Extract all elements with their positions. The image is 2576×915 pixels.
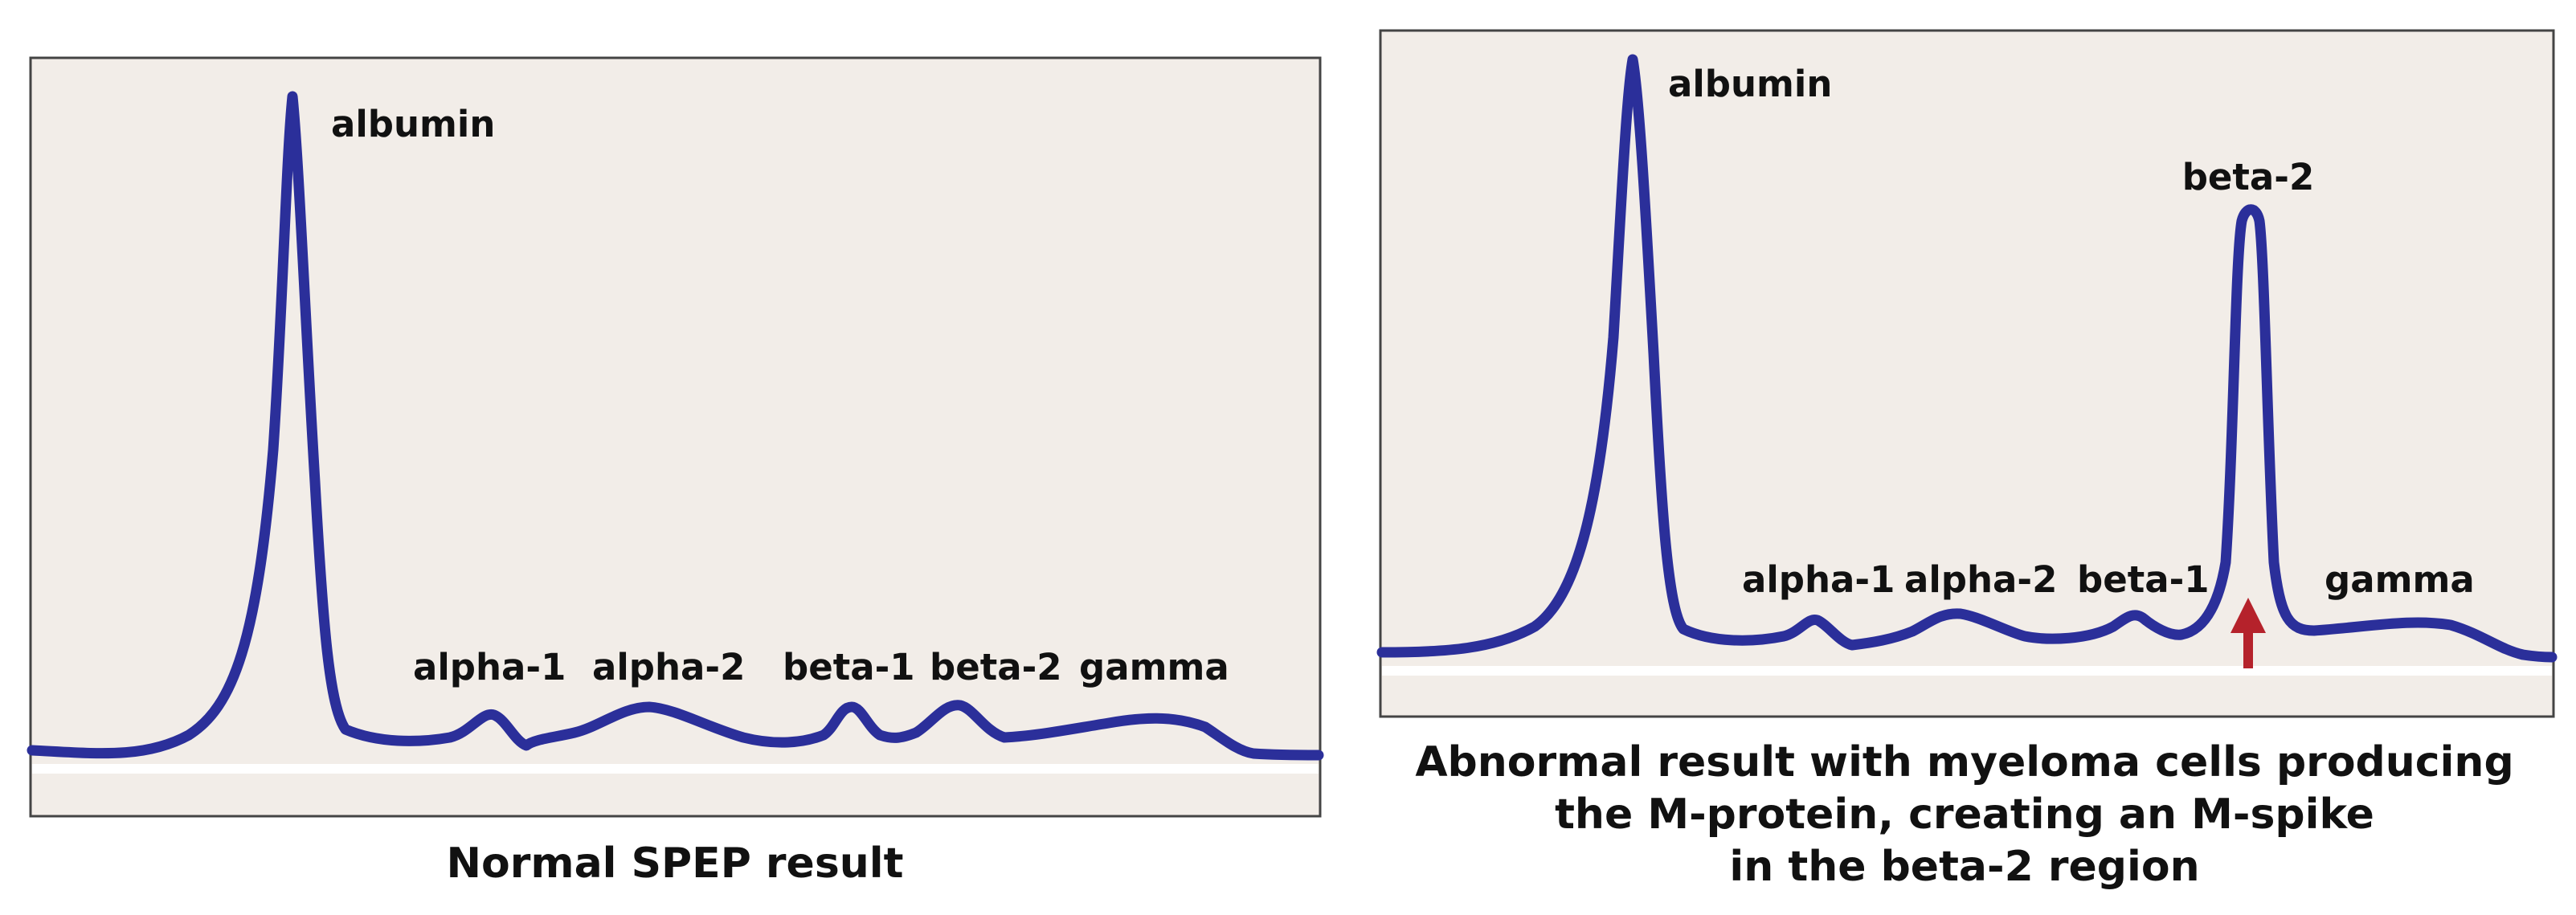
abnormal-spep-trace [1376, 54, 2558, 663]
normal-peak-label-albumin: albumin [331, 103, 495, 145]
up-arrow-icon [2230, 598, 2266, 668]
normal-peak-label-gamma: gamma [1079, 646, 1229, 688]
normal-spep-trace [27, 91, 1324, 761]
normal-caption: Normal SPEP result [447, 839, 904, 888]
abnormal-peak-label-albumin: albumin [1668, 63, 1832, 105]
abnormal-panel-background [1379, 29, 2555, 718]
abnormal-panel: albumin beta-2 alpha-1 alpha-2 beta-1 ga… [1376, 29, 2558, 891]
abnormal-peak-label-gamma: gamma [2325, 558, 2475, 601]
normal-peak-label-alpha-1: alpha-1 [413, 646, 566, 688]
abnormal-peak-label-alpha-1: alpha-1 [1742, 558, 1895, 601]
abnormal-caption-line-2: the M-protein, creating an M-spike [1555, 790, 2374, 839]
normal-peak-label-alpha-2: alpha-2 [592, 646, 745, 688]
abnormal-peak-label-beta-2-spike: beta-2 [2182, 156, 2315, 198]
normal-panel-background [29, 56, 1322, 818]
normal-peak-label-beta-1: beta-1 [783, 646, 915, 688]
abnormal-peak-label-alpha-2: alpha-2 [1904, 558, 2057, 601]
abnormal-caption-line-1: Abnormal result with myeloma cells produ… [1415, 738, 2513, 786]
abnormal-caption-line-3: in the beta-2 region [1729, 843, 2199, 891]
normal-peak-label-beta-2: beta-2 [930, 646, 1062, 688]
normal-panel: albumin alpha-1 alpha-2 beta-1 beta-2 ga… [27, 56, 1324, 888]
abnormal-peak-label-beta-1: beta-1 [2077, 558, 2210, 601]
